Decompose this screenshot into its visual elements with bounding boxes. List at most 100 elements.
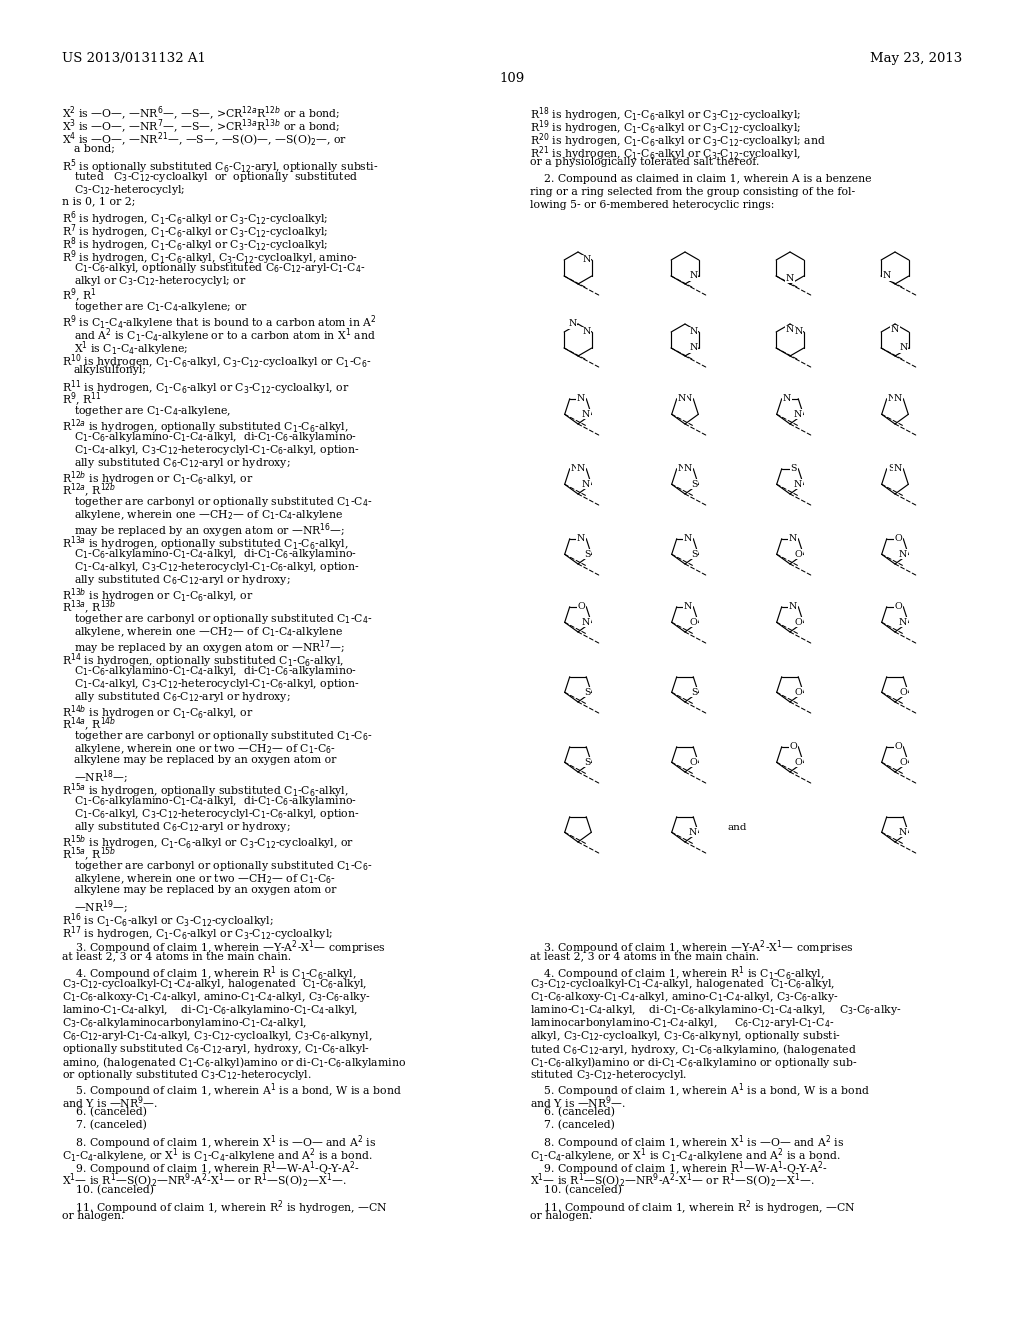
Text: N: N (899, 343, 908, 352)
Text: 4. Compound of claim 1, wherein R$^1$ is C$_1$-C$_6$-alkyl,: 4. Compound of claim 1, wherein R$^1$ is… (530, 964, 824, 982)
Text: O: O (578, 602, 586, 611)
Text: R$^{13a}$, R$^{13b}$: R$^{13a}$, R$^{13b}$ (62, 599, 117, 618)
Text: R$^8$ is hydrogen, C$_1$-C$_6$-alkyl or C$_3$-C$_{12}$-cycloalkyl;: R$^8$ is hydrogen, C$_1$-C$_6$-alkyl or … (62, 235, 329, 253)
Text: X$^2$ is —O—, —NR$^6$—, —S—, >CR$^{12a}$R$^{12b}$ or a bond;: X$^2$ is —O—, —NR$^6$—, —S—, >CR$^{12a}$… (62, 106, 340, 123)
Text: alkylene may be replaced by an oxygen atom or: alkylene may be replaced by an oxygen at… (74, 755, 336, 766)
Text: N: N (788, 602, 798, 611)
Text: R$^{12b}$ is hydrogen or C$_1$-C$_6$-alkyl, or: R$^{12b}$ is hydrogen or C$_1$-C$_6$-alk… (62, 469, 253, 487)
Text: N: N (795, 327, 803, 337)
Text: or a physiologically tolerated salt thereof.: or a physiologically tolerated salt ther… (530, 157, 760, 168)
Text: together are C$_1$-C$_4$-alkylene,: together are C$_1$-C$_4$-alkylene, (74, 404, 231, 418)
Text: N: N (899, 828, 907, 837)
Text: C$_1$-C$_4$-alkyl, C$_3$-C$_{12}$-heterocyclyl-C$_1$-C$_6$-alkyl, option-: C$_1$-C$_4$-alkyl, C$_3$-C$_{12}$-hetero… (74, 444, 359, 457)
Text: optionally substituted C$_6$-C$_{12}$-aryl, hydroxy, C$_1$-C$_6$-alkyl-: optionally substituted C$_6$-C$_{12}$-ar… (62, 1041, 370, 1056)
Text: C$_1$-C$_6$-alkyl, C$_3$-C$_{12}$-heterocyclyl-C$_1$-C$_6$-alkyl, option-: C$_1$-C$_6$-alkyl, C$_3$-C$_{12}$-hetero… (74, 807, 359, 821)
Text: R$^{15a}$ is hydrogen, optionally substituted C$_1$-C$_6$-alkyl,: R$^{15a}$ is hydrogen, optionally substi… (62, 781, 348, 800)
Text: alkylene, wherein one or two —CH$_2$— of C$_1$-C$_6$-: alkylene, wherein one or two —CH$_2$— of… (74, 873, 336, 886)
Text: 10. (canceled): 10. (canceled) (62, 1185, 154, 1196)
Text: N: N (570, 465, 580, 473)
Text: C$_1$-C$_4$-alkyl, C$_3$-C$_{12}$-heterocyclyl-C$_1$-C$_6$-alkyl, option-: C$_1$-C$_4$-alkyl, C$_3$-C$_{12}$-hetero… (74, 677, 359, 690)
Text: 9. Compound of claim 1, wherein R$^1$—W-A$^1$-Q-Y-A$^2$-: 9. Compound of claim 1, wherein R$^1$—W-… (62, 1159, 360, 1177)
Text: N: N (888, 395, 896, 403)
Text: O: O (689, 618, 697, 627)
Text: lamino-C$_1$-C$_4$-alkyl,    di-C$_1$-C$_6$-alkylamino-C$_1$-C$_4$-alkyl,: lamino-C$_1$-C$_4$-alkyl, di-C$_1$-C$_6$… (62, 1003, 358, 1016)
Text: or optionally substituted C$_3$-C$_{12}$-heterocyclyl.: or optionally substituted C$_3$-C$_{12}$… (62, 1068, 312, 1082)
Text: R$^{14b}$ is hydrogen or C$_1$-C$_6$-alkyl, or: R$^{14b}$ is hydrogen or C$_1$-C$_6$-alk… (62, 704, 253, 722)
Text: alkylene, wherein one —CH$_2$— of C$_1$-C$_4$-alkylene: alkylene, wherein one —CH$_2$— of C$_1$-… (74, 624, 343, 639)
Text: R$^6$ is hydrogen, C$_1$-C$_6$-alkyl or C$_3$-C$_{12}$-cycloalkyl;: R$^6$ is hydrogen, C$_1$-C$_6$-alkyl or … (62, 209, 329, 227)
Text: N: N (785, 275, 795, 282)
Text: S: S (584, 688, 590, 697)
Text: C$_1$-C$_6$-alkylamino-C$_1$-C$_4$-alkyl,  di-C$_1$-C$_6$-alkylamino-: C$_1$-C$_6$-alkylamino-C$_1$-C$_4$-alkyl… (74, 546, 357, 561)
Text: N: N (689, 272, 698, 281)
Text: N: N (678, 465, 686, 473)
Text: N: N (794, 480, 803, 488)
Text: alkyl, C$_3$-C$_{12}$-cycloalkyl, C$_3$-C$_6$-alkynyl, optionally substi-: alkyl, C$_3$-C$_{12}$-cycloalkyl, C$_3$-… (530, 1030, 841, 1043)
Text: n is 0, 1 or 2;: n is 0, 1 or 2; (62, 195, 135, 206)
Text: May 23, 2013: May 23, 2013 (869, 51, 962, 65)
Text: 6. (canceled): 6. (canceled) (530, 1107, 615, 1117)
Text: at least 2, 3 or 4 atoms in the main chain.: at least 2, 3 or 4 atoms in the main cha… (530, 950, 759, 961)
Text: R$^9$, R$^1$: R$^9$, R$^1$ (62, 286, 96, 305)
Text: X$^1$ is C$_1$-C$_4$-alkylene;: X$^1$ is C$_1$-C$_4$-alkylene; (74, 339, 188, 358)
Text: may be replaced by an oxygen atom or —NR$^{16}$—;: may be replaced by an oxygen atom or —NR… (74, 521, 345, 540)
Text: alkylsulfonyl;: alkylsulfonyl; (74, 366, 147, 375)
Text: R$^{13a}$ is hydrogen, optionally substituted C$_1$-C$_6$-alkyl,: R$^{13a}$ is hydrogen, optionally substi… (62, 535, 348, 553)
Text: US 2013/0131132 A1: US 2013/0131132 A1 (62, 51, 206, 65)
Text: O: O (895, 742, 902, 751)
Text: 109: 109 (500, 73, 524, 84)
Text: N: N (891, 325, 899, 334)
Text: N: N (785, 325, 795, 334)
Text: N: N (684, 465, 692, 473)
Text: N: N (684, 602, 692, 611)
Text: 8. Compound of claim 1, wherein X$^1$ is —O— and A$^2$ is: 8. Compound of claim 1, wherein X$^1$ is… (62, 1133, 376, 1151)
Text: ally substituted C$_6$-C$_{12}$-aryl or hydroxy;: ally substituted C$_6$-C$_{12}$-aryl or … (74, 690, 291, 704)
Text: N: N (899, 550, 907, 558)
Text: R$^{15b}$ is hydrogen, C$_1$-C$_6$-alkyl or C$_3$-C$_{12}$-cycloalkyl, or: R$^{15b}$ is hydrogen, C$_1$-C$_6$-alkyl… (62, 833, 354, 851)
Text: S: S (584, 550, 590, 558)
Text: amino, (halogenated C$_1$-C$_6$-alkyl)amino or di-C$_1$-C$_6$-alkylamino: amino, (halogenated C$_1$-C$_6$-alkyl)am… (62, 1055, 407, 1071)
Text: N: N (689, 828, 697, 837)
Text: 9. Compound of claim 1, wherein R$^1$—W-A$^1$-Q-Y-A$^2$-: 9. Compound of claim 1, wherein R$^1$—W-… (530, 1159, 828, 1177)
Text: N: N (582, 409, 590, 418)
Text: ring or a ring selected from the group consisting of the fol-: ring or a ring selected from the group c… (530, 187, 855, 197)
Text: together are carbonyl or optionally substituted C$_1$-C$_6$-: together are carbonyl or optionally subs… (74, 729, 373, 743)
Text: ally substituted C$_6$-C$_{12}$-aryl or hydroxy;: ally substituted C$_6$-C$_{12}$-aryl or … (74, 820, 291, 834)
Text: C$_3$-C$_{12}$-heterocyclyl;: C$_3$-C$_{12}$-heterocyclyl; (74, 183, 185, 197)
Text: alkylene, wherein one or two —CH$_2$— of C$_1$-C$_6$-: alkylene, wherein one or two —CH$_2$— of… (74, 742, 336, 756)
Text: 8. Compound of claim 1, wherein X$^1$ is —O— and A$^2$ is: 8. Compound of claim 1, wherein X$^1$ is… (530, 1133, 844, 1151)
Text: 5. Compound of claim 1, wherein A$^1$ is a bond, W is a bond: 5. Compound of claim 1, wherein A$^1$ is… (530, 1081, 869, 1100)
Text: S: S (791, 465, 798, 473)
Text: S: S (888, 465, 894, 473)
Text: R$^{12a}$ is hydrogen, optionally substituted C$_1$-C$_6$-alkyl,: R$^{12a}$ is hydrogen, optionally substi… (62, 417, 348, 436)
Text: N: N (689, 327, 698, 337)
Text: N: N (684, 535, 692, 543)
Text: N: N (678, 395, 686, 403)
Text: N: N (782, 395, 792, 403)
Text: laminocarbonylamino-C$_1$-C$_4$-alkyl,     C$_6$-C$_{12}$-aryl-C$_1$-C$_4$-: laminocarbonylamino-C$_1$-C$_4$-alkyl, C… (530, 1016, 835, 1030)
Text: 7. (canceled): 7. (canceled) (62, 1119, 146, 1130)
Text: R$^{12a}$, R$^{12b}$: R$^{12a}$, R$^{12b}$ (62, 482, 117, 500)
Text: S: S (691, 550, 697, 558)
Text: alkyl or C$_3$-C$_{12}$-heterocyclyl; or: alkyl or C$_3$-C$_{12}$-heterocyclyl; or (74, 275, 247, 288)
Text: together are C$_1$-C$_4$-alkylene; or: together are C$_1$-C$_4$-alkylene; or (74, 300, 248, 314)
Text: 6. (canceled): 6. (canceled) (62, 1107, 147, 1117)
Text: 3. Compound of claim 1, wherein —Y-A$^2$-X$^1$— comprises: 3. Compound of claim 1, wherein —Y-A$^2$… (62, 939, 386, 957)
Text: O: O (899, 758, 907, 767)
Text: C$_1$-C$_6$-alkylamino-C$_1$-C$_4$-alkyl,  di-C$_1$-C$_6$-alkylamino-: C$_1$-C$_6$-alkylamino-C$_1$-C$_4$-alkyl… (74, 430, 357, 444)
Text: 11. Compound of claim 1, wherein R$^2$ is hydrogen, —CN: 11. Compound of claim 1, wherein R$^2$ i… (530, 1199, 856, 1217)
Text: 7. (canceled): 7. (canceled) (530, 1119, 614, 1130)
Text: C$_1$-C$_6$-alkyl, optionally substituted C$_6$-C$_{12}$-aryl-C$_1$-C$_4$-: C$_1$-C$_6$-alkyl, optionally substitute… (74, 261, 366, 275)
Text: together are carbonyl or optionally substituted C$_1$-C$_6$-: together are carbonyl or optionally subs… (74, 859, 373, 873)
Text: S: S (584, 758, 590, 767)
Text: C$_1$-C$_4$-alkyl, C$_3$-C$_{12}$-heterocyclyl-C$_1$-C$_6$-alkyl, option-: C$_1$-C$_4$-alkyl, C$_3$-C$_{12}$-hetero… (74, 560, 359, 574)
Text: N: N (577, 465, 586, 473)
Text: 2. Compound as claimed in claim 1, wherein A is a benzene: 2. Compound as claimed in claim 1, where… (530, 174, 871, 183)
Text: R$^{15a}$, R$^{15b}$: R$^{15a}$, R$^{15b}$ (62, 846, 117, 865)
Text: R$^{16}$ is C$_1$-C$_6$-alkyl or C$_3$-C$_{12}$-cycloalkyl;: R$^{16}$ is C$_1$-C$_6$-alkyl or C$_3$-C… (62, 911, 274, 929)
Text: 11. Compound of claim 1, wherein R$^2$ is hydrogen, —CN: 11. Compound of claim 1, wherein R$^2$ i… (62, 1199, 388, 1217)
Text: O: O (795, 550, 803, 558)
Text: N: N (788, 535, 798, 543)
Text: O: O (795, 688, 803, 697)
Text: C$_1$-C$_6$-alkoxy-C$_1$-C$_4$-alkyl, amino-C$_1$-C$_4$-alkyl, C$_3$-C$_6$-alky-: C$_1$-C$_6$-alkoxy-C$_1$-C$_4$-alkyl, am… (62, 990, 371, 1005)
